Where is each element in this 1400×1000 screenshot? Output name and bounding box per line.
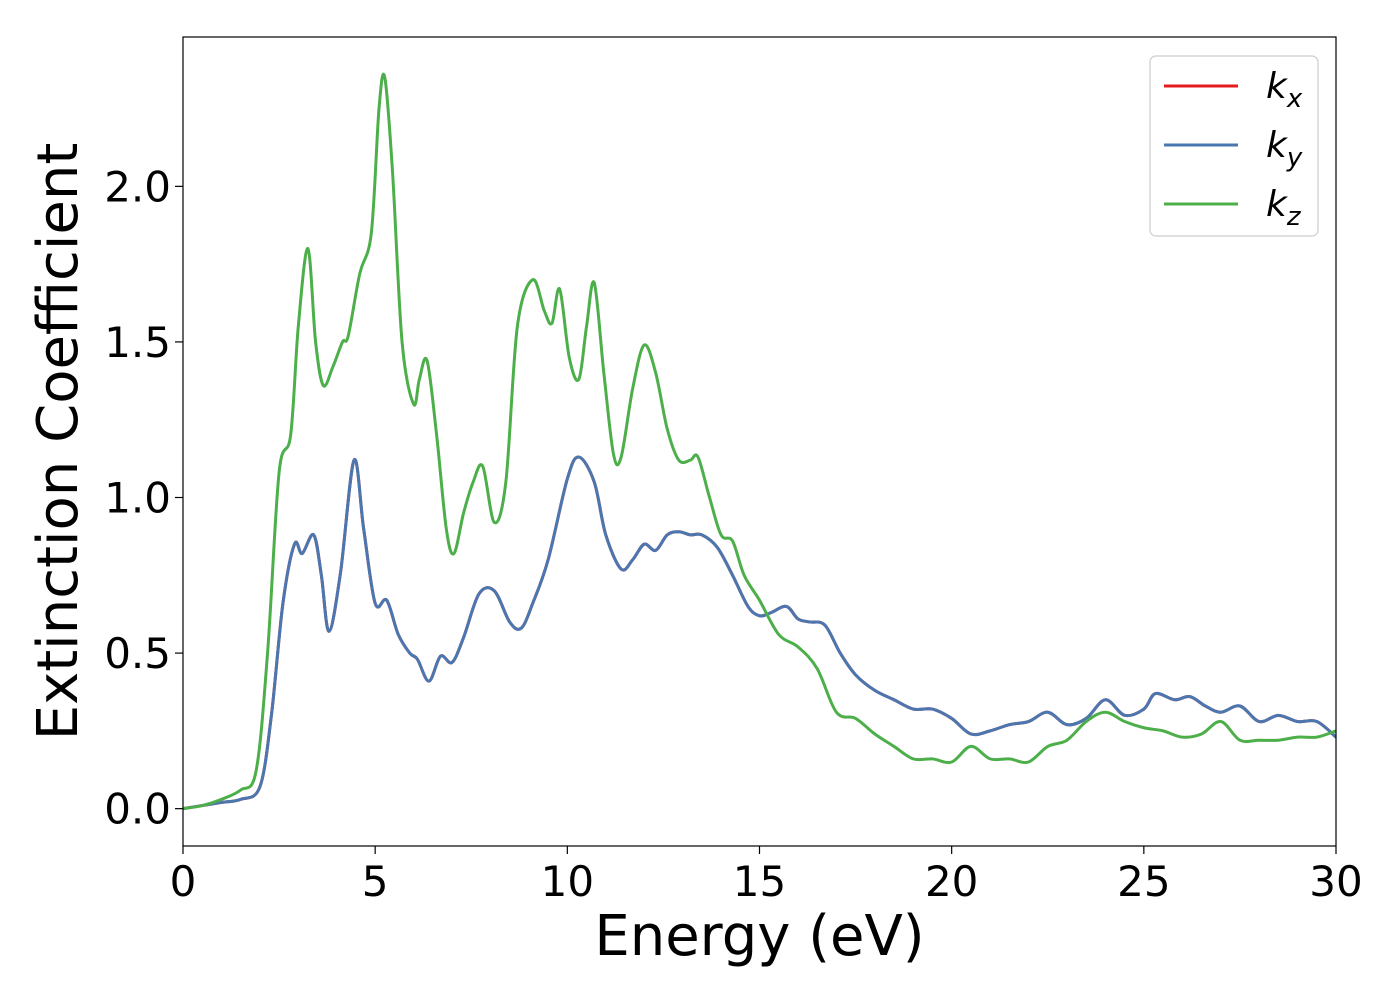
x-tick-label: 5 — [362, 857, 389, 906]
legend-label-x: kx — [1266, 66, 1303, 114]
x-tick-label: 10 — [541, 857, 594, 906]
x-tick-label: 0 — [170, 857, 197, 906]
y-tick-label: 0.0 — [104, 785, 171, 834]
x-tick-label: 20 — [925, 857, 978, 906]
legend-label-z: kz — [1266, 184, 1302, 232]
y-tick-label: 2.0 — [104, 162, 171, 211]
x-axis-title: Energy (eV) — [594, 904, 924, 969]
y-tick-label: 1.5 — [104, 318, 171, 367]
series-line-x — [183, 455, 1336, 811]
x-tick-label: 25 — [1117, 857, 1170, 906]
legend-label-y: ky — [1266, 125, 1303, 173]
x-tick-label: 15 — [733, 857, 786, 906]
y-axis-title: Extinction Coefficient — [26, 143, 91, 741]
y-tick-label: 1.0 — [104, 474, 171, 523]
series-line-z — [183, 72, 1336, 811]
x-tick-label: 30 — [1309, 857, 1362, 906]
series-line-y — [183, 455, 1336, 811]
y-tick-label: 0.5 — [104, 629, 171, 678]
legend: kx ky kz — [1149, 55, 1319, 237]
